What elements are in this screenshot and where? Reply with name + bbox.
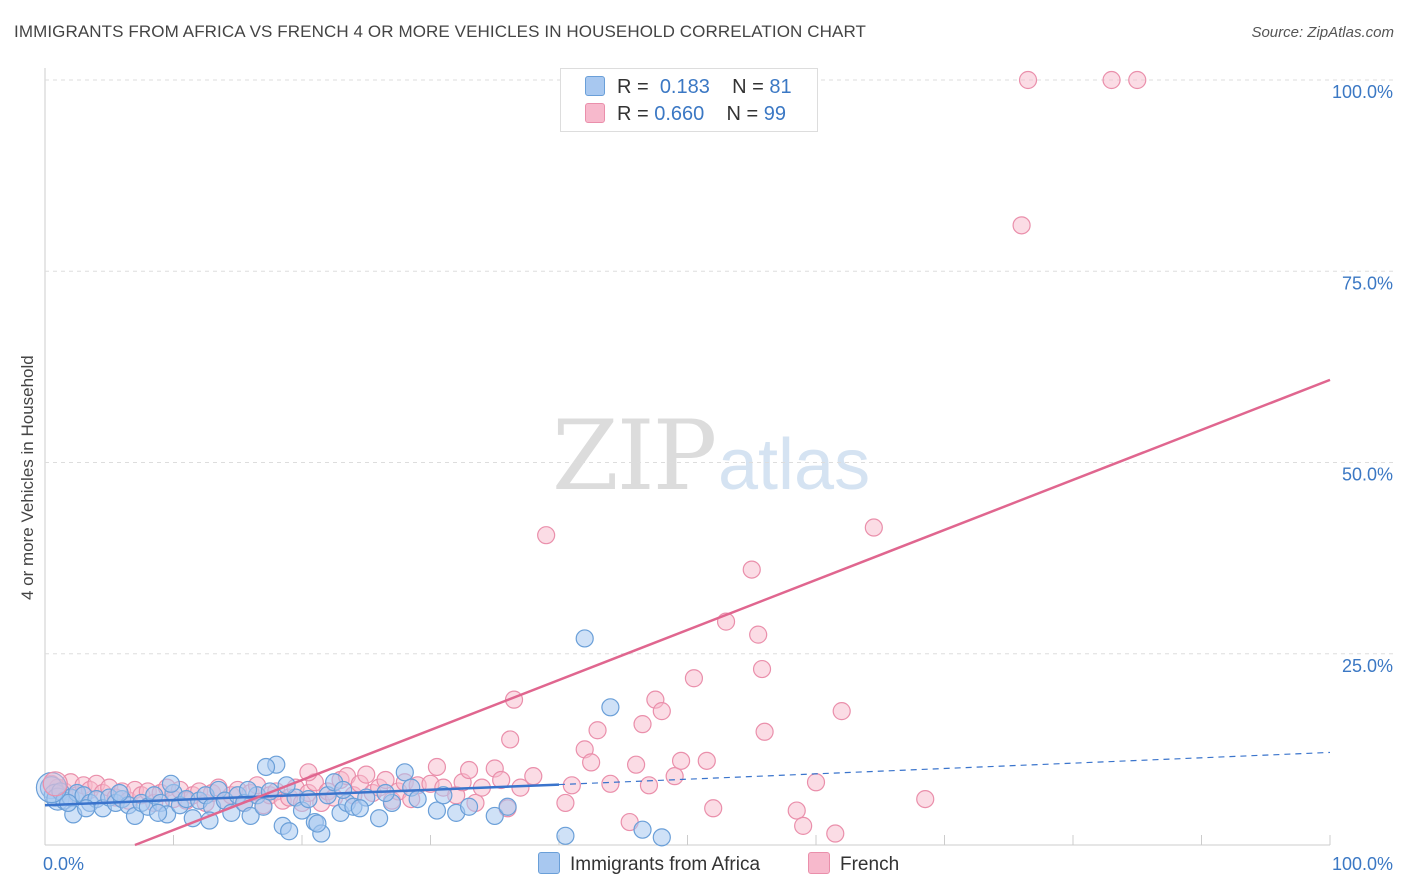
french-point [755,722,774,741]
africa-point [254,797,273,816]
french-point [626,755,646,774]
french-point [501,730,520,749]
africa-point [238,780,258,800]
watermark-atlas: atlas [718,425,871,505]
french-point [864,518,883,537]
bottom-legend-label-africa: Immigrants from Africa [570,854,761,875]
legend-r-label: R = [617,76,649,98]
africa-point [601,698,620,717]
africa-point [370,809,389,828]
french-point [665,767,684,786]
french-point [749,625,768,644]
legend-swatch-pink [585,103,605,123]
legend-r-value: 0.660 [654,103,705,125]
africa-point [280,822,299,841]
x-tick-label-max: 100.0% [1332,854,1393,874]
french-point [832,702,851,721]
africa-point [308,814,327,833]
africa-point [633,820,652,839]
bottom-legend-africa: Immigrants from Africa [538,852,760,876]
watermark-zip: ZIP [552,400,717,512]
africa-point [434,786,453,805]
french-point [582,753,601,772]
french-point [916,789,935,809]
french-point [806,773,826,792]
french-point [1128,70,1147,90]
french-point [794,816,813,835]
legend-r-value: 0.183 [659,76,710,98]
africa-point [459,797,479,816]
french-trend-line [134,378,1331,847]
legend-n-value: 81 [769,76,792,98]
africa-trend-extension [558,751,1331,786]
bottom-legend-french: French [808,852,899,876]
french-point [1012,216,1031,235]
africa-point [161,774,181,793]
africa-point [485,806,504,826]
africa-point [556,826,575,845]
africa-point [334,780,353,800]
legend-n-label: N = [726,103,759,125]
africa-point [110,783,129,803]
french-point [588,721,607,740]
french-cluster-point [42,771,68,797]
y-tick-label: 25.0% [1342,656,1393,676]
africa-point [395,763,414,782]
africa-point [148,803,168,822]
bottom-legend-label-french: French [840,854,900,875]
french-point [459,760,479,780]
french-point [742,560,761,579]
french-point [752,659,772,679]
french-point [1018,70,1038,90]
legend-row-africa: R = 0.183 N = 81 [585,76,792,99]
french-point [1102,70,1121,90]
french-point [427,757,447,777]
french-point [524,767,543,786]
bottom-legend-swatch-blue [538,852,560,874]
africa-point [427,801,447,820]
legend-r-label: R = [617,103,649,125]
french-point [601,774,620,793]
french-point [633,715,652,734]
africa-point [652,828,671,847]
french-point [357,765,376,784]
bottom-legend-swatch-pink [808,852,830,874]
french-point [697,751,716,770]
french-point [652,702,671,721]
chart-title: IMMIGRANTS FROM AFRICA VS FRENCH 4 OR MO… [14,22,867,41]
french-point [537,526,556,545]
source-label: Source: ZipAtlas.com [1251,24,1394,41]
french-point [826,824,845,843]
french-point [684,669,704,688]
french-point [562,776,581,795]
french-point [492,770,511,790]
legend-n-value: 99 [763,103,787,125]
correlation-legend: R = 0.183 N = 81 R = 0.660 N = 99 [560,68,818,132]
africa-point [241,806,260,826]
y-axis-label: 4 or more Vehicles in Household [18,355,37,600]
legend-swatch-blue [585,76,605,96]
french-point [787,801,806,820]
africa-point [498,797,517,816]
x-tick-label-min: 0.0% [43,854,84,874]
africa-point [408,789,427,809]
french-point [704,799,723,818]
africa-point [350,799,369,818]
legend-row-french: R = 0.660 N = 99 [585,103,786,126]
french-point [556,793,575,813]
y-tick-label: 75.0% [1342,273,1393,293]
french-point [639,776,659,795]
africa-point [256,757,276,777]
legend-n-label: N = [732,76,764,98]
y-tick-label: 50.0% [1342,465,1393,485]
africa-point [575,629,594,648]
africa-trend-line [44,783,560,807]
french-point [671,751,691,770]
y-tick-label: 100.0% [1332,82,1393,102]
